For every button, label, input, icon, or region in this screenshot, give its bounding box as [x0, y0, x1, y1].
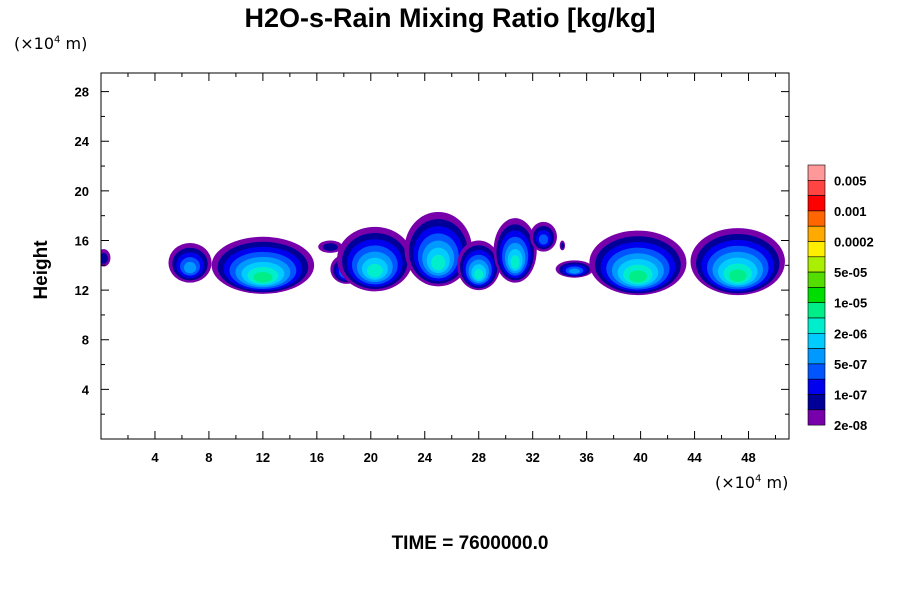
contour-cell: [589, 230, 687, 296]
contour-cell: [493, 218, 537, 283]
contour-band: [510, 255, 520, 269]
y-tick-label: 12: [75, 283, 89, 298]
x-tick-label: 44: [687, 450, 702, 465]
x-tick-label: 28: [471, 450, 485, 465]
contour-band: [101, 253, 108, 264]
colorbar-swatch: [807, 332, 826, 349]
colorbar-swatch: [807, 256, 826, 273]
colorbar-label: 2e-06: [834, 326, 867, 341]
x-tick-label: 4: [151, 450, 159, 465]
colorbar-label: 2e-08: [834, 418, 867, 433]
contour-cell: [555, 260, 594, 278]
x-tick-label: 40: [633, 450, 647, 465]
colorbar-swatch: [807, 317, 826, 334]
x-tick-label: 20: [364, 450, 378, 465]
colorbar-label: 5e-05: [834, 265, 867, 280]
colorbar-label: 0.005: [834, 173, 867, 188]
contour-band: [538, 234, 549, 245]
plot-frame: [100, 72, 790, 440]
colorbar: 0.005 0.001 0.0002 5e-05 1e-05 2e-06 5e-07 1e-0…: [807, 164, 874, 433]
colorbar-label: 0.001: [834, 204, 867, 219]
contour-band: [322, 243, 338, 251]
x-tick-label: 32: [525, 450, 539, 465]
contour-cell: [404, 211, 472, 287]
contour-band: [569, 268, 580, 274]
contour-band: [183, 261, 197, 274]
colorbar-label: 1e-05: [834, 296, 867, 311]
contour-cell: [690, 228, 785, 296]
colorbar-swatch: [807, 241, 826, 258]
colorbar-swatch: [807, 348, 826, 365]
contour-cell: [529, 221, 557, 252]
colorbar-swatch: [807, 287, 826, 303]
x-tick-label: 36: [579, 450, 593, 465]
colorbar-swatch: [807, 378, 826, 395]
contour-band: [560, 242, 565, 249]
y-tick-label: 4: [82, 382, 90, 397]
x-tick-label: 48: [741, 450, 755, 465]
x-tick-label: 8: [205, 450, 212, 465]
colorbar-swatch: [807, 210, 826, 227]
colorbar-label: 5e-07: [834, 357, 867, 372]
contour-cells: [101, 211, 785, 296]
colorbar-swatch: [807, 302, 826, 319]
y-tick-label: 24: [75, 134, 90, 149]
time-label: TIME = 7600000.0: [391, 533, 549, 554]
contour-band: [431, 254, 446, 271]
chart-title: H2O-s-Rain Mixing Ratio [kg/kg]: [244, 3, 656, 33]
colorbar-swatch: [807, 225, 826, 242]
x-tick-label: 16: [310, 450, 324, 465]
y-axis-unit: (×104 m): [14, 34, 88, 53]
colorbar-swatch: [807, 180, 826, 196]
contour-cell: [559, 240, 566, 251]
colorbar-swatch: [807, 409, 826, 426]
contour-band: [253, 271, 273, 283]
contour-band: [474, 269, 484, 280]
contour-band: [366, 263, 383, 278]
contour-band: [628, 270, 647, 283]
colorbar-swatch: [807, 394, 826, 411]
y-tick-label: 28: [75, 85, 89, 100]
x-axis-unit: (×104 m): [715, 473, 789, 492]
contour-cell: [101, 249, 111, 267]
contour-cell: [211, 236, 315, 294]
contour-cell: [168, 242, 212, 283]
colorbar-label: 0.0002: [834, 235, 874, 250]
contour-cell: [337, 226, 413, 292]
colorbar-label: 1e-07: [834, 388, 867, 403]
colorbar-swatch: [807, 363, 826, 380]
colorbar-swatch: [807, 195, 826, 212]
colorbar-swatch: [807, 271, 826, 288]
contour-band: [728, 269, 747, 282]
contour-cell: [318, 240, 343, 253]
colorbar-swatch: [807, 164, 826, 181]
contour-cell: [457, 240, 501, 291]
x-tick-label: 12: [256, 450, 270, 465]
y-tick-label: 8: [82, 333, 89, 348]
x-tick-label: 24: [418, 450, 433, 465]
y-tick-label: 16: [75, 233, 89, 248]
y-tick-label: 20: [75, 184, 89, 199]
